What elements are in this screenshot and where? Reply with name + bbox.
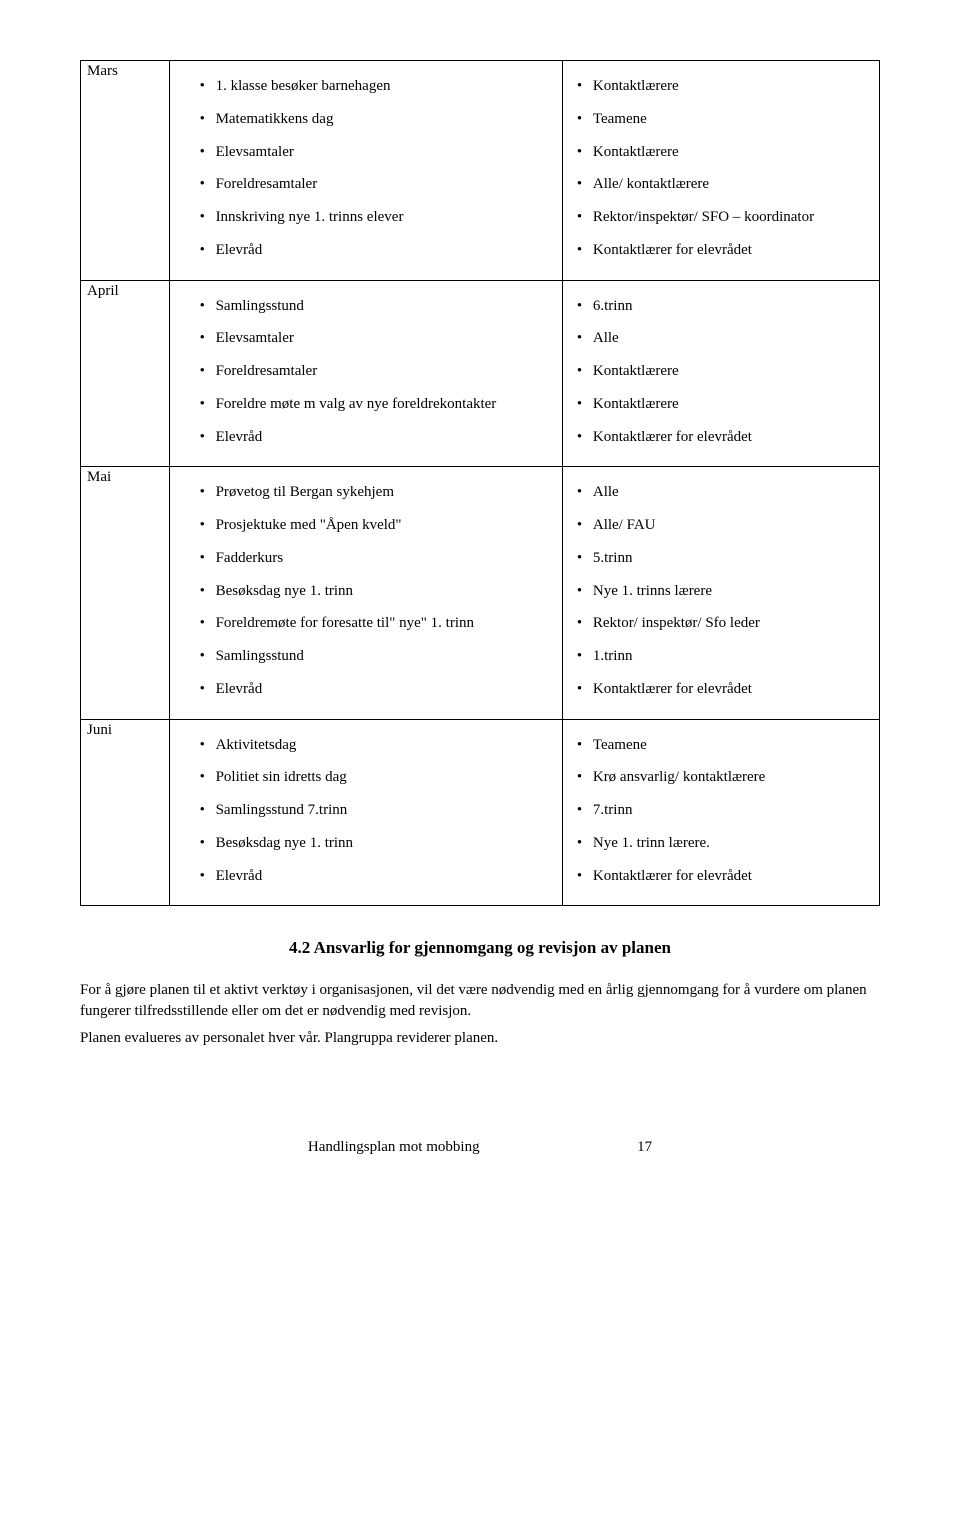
activity-item: Foreldre møte m valg av nye foreldrekont… xyxy=(176,395,556,414)
month-cell: Mars xyxy=(81,61,170,281)
activity-item: Aktivitetsdag xyxy=(176,736,556,755)
activity-item: Fadderkurs xyxy=(176,549,556,568)
responsible-item: Alle/ FAU xyxy=(569,516,873,535)
activity-item: Elevråd xyxy=(176,241,556,260)
activity-item: Prøvetog til Bergan sykehjem xyxy=(176,483,556,502)
month-cell: Juni xyxy=(81,719,170,906)
footer-title: Handlingsplan mot mobbing xyxy=(308,1139,480,1155)
responsible-item: Kontaktlærer for elevrådet xyxy=(569,680,873,699)
responsible-item: Rektor/ inspektør/ Sfo leder xyxy=(569,614,873,633)
responsible-cell: Kontaktlærere Teamene Kontaktlærere Alle/ k… xyxy=(562,61,879,281)
section-heading: 4.2 Ansvarlig for gjennomgang og revisjo… xyxy=(80,938,880,958)
activity-item: Elevsamtaler xyxy=(176,143,556,162)
responsible-item: Kontaktlærer for elevrådet xyxy=(569,241,873,260)
activity-item: Matematikkens dag xyxy=(176,110,556,129)
activities-cell: Prøvetog til Bergan sykehjem Prosjektuke … xyxy=(169,467,562,719)
activity-item: Foreldresamtaler xyxy=(176,362,556,381)
activity-item: Prosjektuke med "Åpen kveld" xyxy=(176,516,556,535)
table-row: Juni Aktivitetsdag Politiet sin idretts da… xyxy=(81,719,880,906)
table-row: Mai Prøvetog til Bergan sykehjem Prosjektu… xyxy=(81,467,880,719)
activities-cell: Samlingsstund Elevsamtaler Foreldresamtale… xyxy=(169,280,562,467)
paragraph-2: Planen evalueres av personalet hver vår.… xyxy=(80,1028,880,1049)
responsible-item: Nye 1. trinn lærere. xyxy=(569,834,873,853)
responsible-item: 7.trinn xyxy=(569,801,873,820)
responsible-cell: Teamene Krø ansvarlig/ kontaktlærere 7.tri… xyxy=(562,719,879,906)
activity-item: Besøksdag nye 1. trinn xyxy=(176,582,556,601)
activity-item: Elevråd xyxy=(176,680,556,699)
activity-item: Elevråd xyxy=(176,428,556,447)
responsible-item: 1.trinn xyxy=(569,647,873,666)
responsible-item: Kontaktlærere xyxy=(569,395,873,414)
activity-item: Besøksdag nye 1. trinn xyxy=(176,834,556,853)
responsible-item: Krø ansvarlig/ kontaktlærere xyxy=(569,768,873,787)
plan-table: Mars 1. klasse besøker barnehagen Matemati… xyxy=(80,60,880,906)
responsible-item: 5.trinn xyxy=(569,549,873,568)
activity-item: Innskriving nye 1. trinns elever xyxy=(176,208,556,227)
responsible-item: Kontaktlærere xyxy=(569,143,873,162)
responsible-item: Teamene xyxy=(569,736,873,755)
responsible-item: Kontaktlærer for elevrådet xyxy=(569,867,873,886)
activity-item: Samlingsstund 7.trinn xyxy=(176,801,556,820)
activity-item: 1. klasse besøker barnehagen xyxy=(176,77,556,96)
responsible-item: Alle xyxy=(569,483,873,502)
responsible-item: Nye 1. trinns lærere xyxy=(569,582,873,601)
month-cell: Mai xyxy=(81,467,170,719)
activities-cell: Aktivitetsdag Politiet sin idretts dag Sam… xyxy=(169,719,562,906)
paragraph-1: For å gjøre planen til et aktivt verktøy… xyxy=(80,980,880,1022)
month-cell: April xyxy=(81,280,170,467)
page-footer: Handlingsplan mot mobbing 17 xyxy=(80,1139,880,1156)
responsible-item: 6.trinn xyxy=(569,297,873,316)
table-row: Mars 1. klasse besøker barnehagen Matemati… xyxy=(81,61,880,281)
footer-page-number: 17 xyxy=(637,1139,652,1155)
responsible-item: Kontaktlærere xyxy=(569,362,873,381)
responsible-item: Rektor/inspektør/ SFO – koordinator xyxy=(569,208,873,227)
activity-item: Samlingsstund xyxy=(176,297,556,316)
responsible-item: Alle xyxy=(569,329,873,348)
activities-cell: 1. klasse besøker barnehagen Matematikken… xyxy=(169,61,562,281)
responsible-cell: Alle Alle/ FAU 5.trinn Nye 1. trinns lærere… xyxy=(562,467,879,719)
activity-item: Foreldresamtaler xyxy=(176,175,556,194)
responsible-item: Alle/ kontaktlærere xyxy=(569,175,873,194)
table-row: April Samlingsstund Elevsamtaler Foreldresa… xyxy=(81,280,880,467)
responsible-item: Kontaktlærer for elevrådet xyxy=(569,428,873,447)
activity-item: Foreldremøte for foresatte til" nye" 1. … xyxy=(176,614,556,633)
responsible-cell: 6.trinn Alle Kontaktlærere Kontaktlærere Kon… xyxy=(562,280,879,467)
activity-item: Elevsamtaler xyxy=(176,329,556,348)
responsible-item: Teamene xyxy=(569,110,873,129)
activity-item: Politiet sin idretts dag xyxy=(176,768,556,787)
activity-item: Samlingsstund xyxy=(176,647,556,666)
responsible-item: Kontaktlærere xyxy=(569,77,873,96)
activity-item: Elevråd xyxy=(176,867,556,886)
